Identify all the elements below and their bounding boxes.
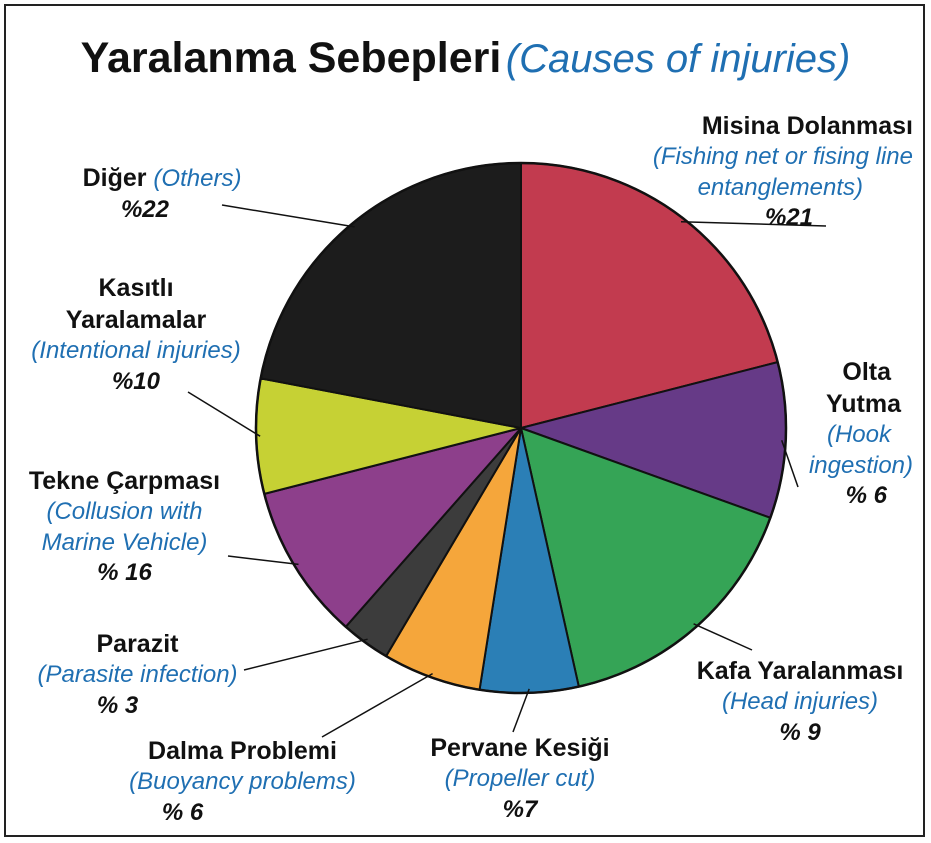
slice-label-tr: Tekne Çarpması	[28, 467, 221, 495]
slice-label-pct: %21	[764, 204, 813, 232]
slice-label-en: Marine Vehicle)	[41, 528, 208, 556]
slice-label-tr: Kasıtlı	[98, 274, 174, 302]
slice-label-8: Diğer (Others) %22	[62, 162, 262, 225]
slice-label-en: (Parasite infection)	[37, 661, 238, 688]
slice-label-7: Kasıtlı Yaralamalar (Intentional injurie…	[16, 272, 256, 397]
slice-label-tr: Yutma	[825, 390, 901, 418]
slice-label-tr: Kafa Yaralanması	[696, 657, 904, 685]
leader-line-7	[187, 391, 261, 437]
slice-label-tr: Diğer	[82, 164, 147, 192]
slice-label-5: Parazit (Parasite infection) % 3	[20, 628, 255, 721]
chart-title: Yaralanma Sebepleri	[80, 34, 502, 82]
leader-line-6	[227, 555, 299, 566]
slice-label-en: (Collusion with	[46, 498, 203, 525]
slice-label-tr: Olta	[842, 358, 891, 386]
chart-title-row: Yaralanma Sebepleri (Causes of injuries)	[0, 34, 931, 83]
slice-label-pct: % 6	[845, 482, 887, 510]
leader-line-2	[693, 623, 753, 651]
slice-label-tr: Yaralamalar	[65, 306, 207, 334]
slice-label-en: (Others)	[153, 165, 242, 192]
leader-line-1	[780, 440, 799, 488]
slice-label-pct: %22	[120, 195, 170, 223]
slice-label-pct: % 16	[97, 559, 152, 587]
slice-label-3: Pervane Kesiği (Propeller cut) %7	[405, 732, 635, 825]
slice-label-1: Olta Yutma (Hook ingestion) % 6	[809, 356, 913, 512]
pie-outline	[254, 161, 788, 695]
slice-label-en: ingestion)	[808, 451, 913, 479]
leader-line-8	[221, 204, 355, 228]
slice-label-4: Dalma Problemi (Buoyancy problems) % 6	[110, 735, 375, 828]
slice-label-line: Diğer (Others)	[62, 162, 262, 195]
slice-label-pct: % 6	[161, 798, 204, 826]
leader-line-0	[680, 221, 827, 227]
slice-label-en: (Buoyancy problems)	[129, 768, 356, 795]
slice-label-en: (Fishing net or fising line	[652, 143, 913, 170]
leader-line-5	[243, 638, 368, 671]
slice-label-2: Kafa Yaralanması (Head injuries) % 9	[680, 655, 920, 748]
leader-line-4	[321, 672, 433, 738]
slice-label-pct: % 3	[96, 691, 139, 719]
slice-label-en: (Intentional injuries)	[31, 337, 241, 364]
slice-label-en: (Head injuries)	[721, 688, 879, 715]
slice-label-0: Misina Dolanması (Fishing net or fising …	[653, 110, 913, 234]
slice-label-pct: %10	[111, 367, 161, 395]
leader-line-3	[512, 688, 530, 733]
slice-label-en: (Propeller cut)	[444, 765, 596, 792]
slice-label-6: Tekne Çarpması (Collusion with Marine Ve…	[12, 465, 237, 589]
slice-label-en: (Hook	[826, 421, 891, 448]
slice-label-tr: Dalma Problemi	[148, 737, 337, 765]
chart-subtitle: (Causes of injuries)	[505, 37, 851, 81]
slice-label-en: entanglements)	[697, 173, 863, 201]
slice-label-tr: Misina Dolanması	[701, 112, 913, 140]
slice-label-tr: Pervane Kesiği	[430, 734, 610, 762]
slice-label-tr: Parazit	[96, 630, 179, 658]
slice-label-pct: %7	[502, 795, 538, 823]
slice-label-pct: % 9	[779, 718, 821, 746]
